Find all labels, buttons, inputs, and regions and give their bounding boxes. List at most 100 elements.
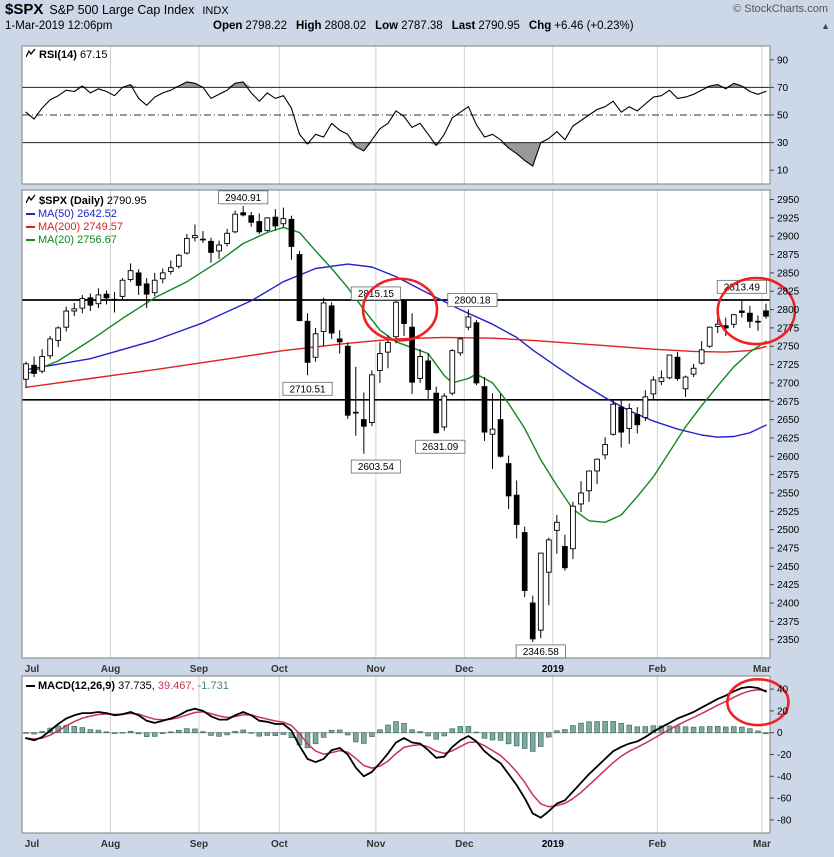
low-label: Low xyxy=(375,20,399,32)
svg-text:Jul: Jul xyxy=(25,664,40,675)
chg-value: +6.46 (+0.23%) xyxy=(554,20,634,32)
svg-text:-80: -80 xyxy=(777,815,792,826)
chart-datetime: 1-Mar-2019 12:06pm xyxy=(5,20,113,32)
svg-text:2675: 2675 xyxy=(777,397,800,408)
svg-text:2850: 2850 xyxy=(777,268,800,279)
svg-text:2400: 2400 xyxy=(777,598,800,609)
svg-text:-60: -60 xyxy=(777,794,792,805)
macd-line-icon xyxy=(26,685,35,688)
high-value: 2808.02 xyxy=(324,20,367,32)
last-label: Last xyxy=(451,20,476,32)
symbol: $SPX xyxy=(5,1,44,18)
svg-text:2710.51: 2710.51 xyxy=(289,384,326,395)
svg-text:2825: 2825 xyxy=(777,287,800,298)
svg-text:2800: 2800 xyxy=(777,305,800,316)
svg-text:2375: 2375 xyxy=(777,617,800,628)
last-value: 2790.95 xyxy=(478,20,520,32)
chart-title: $SPX S&P 500 Large Cap Index INDX xyxy=(5,1,229,19)
svg-text:2600: 2600 xyxy=(777,452,800,463)
macd-chart: 40 20 0 -20 -40 -60 -80 Jul Aug Sep Oct Nov Dec 2019 F… xyxy=(21,675,792,850)
svg-text:Feb: Feb xyxy=(649,664,667,675)
price-legend-row-ma200: MA(200) 2749.57 xyxy=(26,221,147,234)
exchange: INDX xyxy=(202,5,229,17)
ma50-label: MA(50) 2642.52 xyxy=(38,208,117,220)
ma200-line-icon xyxy=(26,226,35,229)
ma50-line-icon xyxy=(26,213,35,216)
svg-text:30: 30 xyxy=(777,138,789,149)
svg-text:50: 50 xyxy=(777,111,789,122)
svg-text:2950: 2950 xyxy=(777,195,800,206)
svg-text:Nov: Nov xyxy=(366,839,385,850)
svg-text:2940.91: 2940.91 xyxy=(225,193,262,204)
price-legend-row-symbol: $SPX (Daily) 2790.95 xyxy=(25,194,147,208)
svg-text:Jul: Jul xyxy=(25,839,40,850)
svg-text:Dec: Dec xyxy=(455,664,474,675)
svg-text:2475: 2475 xyxy=(777,543,800,554)
svg-text:2575: 2575 xyxy=(777,470,800,481)
svg-text:Sep: Sep xyxy=(190,839,208,850)
price-last: 2790.95 xyxy=(106,194,147,207)
svg-text:20: 20 xyxy=(777,706,789,717)
svg-text:2750: 2750 xyxy=(777,342,800,353)
price-legend-row-ma50: MA(50) 2642.52 xyxy=(26,208,147,221)
rsi-title: RSI(14) xyxy=(39,48,77,61)
macd-value: 37.735, xyxy=(118,680,155,692)
svg-text:70: 70 xyxy=(777,83,789,94)
svg-text:Mar: Mar xyxy=(753,839,771,850)
svg-text:40: 40 xyxy=(777,685,789,696)
svg-text:-40: -40 xyxy=(777,772,792,783)
svg-text:2875: 2875 xyxy=(777,250,800,261)
low-value: 2787.38 xyxy=(401,20,443,32)
svg-text:2450: 2450 xyxy=(777,562,800,573)
svg-text:Sep: Sep xyxy=(190,664,208,675)
svg-text:90: 90 xyxy=(777,55,789,66)
svg-text:2550: 2550 xyxy=(777,488,800,499)
svg-text:2631.09: 2631.09 xyxy=(422,442,459,453)
svg-text:2900: 2900 xyxy=(777,232,800,243)
macd-signal-value: 39.467, xyxy=(157,680,195,692)
macd-legend: MACD(12,26,9) 37.735, 39.467, -1.731 xyxy=(26,680,229,693)
index-name: S&P 500 Large Cap Index xyxy=(49,3,195,17)
rsi-legend: RSI(14) 67.15 xyxy=(25,48,108,62)
ma20-label: MA(20) 2756.67 xyxy=(38,234,117,246)
ma20-line-icon xyxy=(26,239,35,242)
indicator-icon xyxy=(25,194,36,208)
open-label: Open xyxy=(213,20,243,32)
ma200-label: MA(200) 2749.57 xyxy=(38,221,123,233)
svg-text:Aug: Aug xyxy=(101,664,120,675)
svg-text:2700: 2700 xyxy=(777,378,800,389)
svg-text:2603.54: 2603.54 xyxy=(358,462,395,473)
svg-text:2725: 2725 xyxy=(777,360,800,371)
svg-text:2500: 2500 xyxy=(777,525,800,536)
price-title: $SPX (Daily) xyxy=(39,194,104,207)
svg-text:Nov: Nov xyxy=(366,664,385,675)
price-legend-row-ma20: MA(20) 2756.67 xyxy=(26,234,147,247)
quote-line: Open 2798.22 High 2808.02 Low 2787.38 Last 2790… xyxy=(213,20,643,32)
svg-text:2625: 2625 xyxy=(777,433,800,444)
svg-text:2346.58: 2346.58 xyxy=(523,647,560,658)
svg-text:2650: 2650 xyxy=(777,415,800,426)
svg-text:2525: 2525 xyxy=(777,507,800,518)
open-value: 2798.22 xyxy=(245,20,287,32)
svg-text:Feb: Feb xyxy=(649,839,667,850)
chg-label: Chg xyxy=(528,20,552,32)
indicator-icon xyxy=(25,48,36,62)
macd-title: MACD(12,26,9) xyxy=(38,680,116,692)
price-chart: 2940.91 2815.15 2800.18 2813.49 2710.51 2603.… xyxy=(21,189,800,675)
svg-text:2019: 2019 xyxy=(542,664,565,675)
svg-text:2800.18: 2800.18 xyxy=(454,296,491,307)
svg-text:2925: 2925 xyxy=(777,213,800,224)
svg-text:2813.49: 2813.49 xyxy=(724,282,761,293)
svg-text:-20: -20 xyxy=(777,750,792,761)
svg-text:Oct: Oct xyxy=(271,839,288,850)
svg-text:Dec: Dec xyxy=(455,839,474,850)
macd-hist-value: -1.731 xyxy=(197,680,229,692)
svg-text:2019: 2019 xyxy=(542,839,565,850)
up-arrow-icon: ▲ xyxy=(821,21,830,31)
svg-text:2425: 2425 xyxy=(777,580,800,591)
price-legend: $SPX (Daily) 2790.95 MA(50) 2642.52 MA(2… xyxy=(25,194,147,247)
copyright: © StockCharts.com xyxy=(733,3,828,15)
rsi-value: 67.15 xyxy=(79,48,108,61)
svg-text:2350: 2350 xyxy=(777,635,800,646)
svg-text:Aug: Aug xyxy=(101,839,120,850)
